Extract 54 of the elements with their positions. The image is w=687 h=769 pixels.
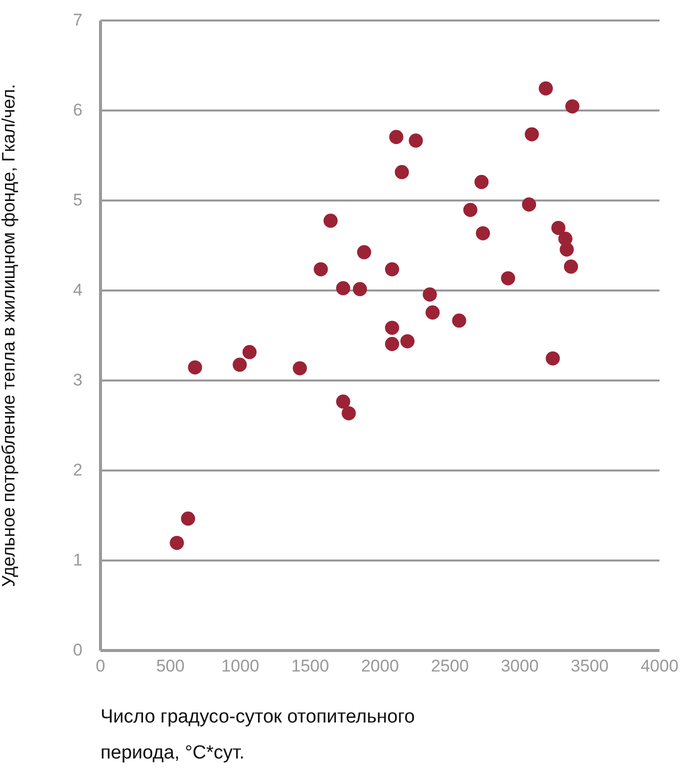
- point: [385, 262, 400, 276]
- point: [394, 165, 409, 180]
- x-tick-label: 4000: [640, 656, 678, 676]
- point: [336, 281, 350, 296]
- point: [180, 512, 196, 526]
- point: [564, 260, 578, 274]
- x-axis-title: Число градусо-суток отопительного периода, °C*сут.: [100, 706, 415, 764]
- point: [522, 197, 536, 212]
- point: [426, 305, 440, 320]
- point: [170, 536, 184, 550]
- y-tick-label: 7: [73, 10, 82, 30]
- x-tick-label: 0: [96, 656, 106, 676]
- point: [242, 345, 257, 360]
- point: [538, 81, 553, 96]
- point: [560, 242, 574, 257]
- y-tick-label: 4: [73, 280, 82, 300]
- point: [551, 220, 566, 235]
- point: [389, 130, 404, 144]
- y-tick-label: 6: [73, 100, 82, 120]
- x-tick-label: 2000: [361, 656, 399, 676]
- x-tick-label: 500: [156, 656, 185, 676]
- y-tick-label: 1: [73, 550, 82, 570]
- y-tick-label: 0: [73, 640, 82, 660]
- y-tick-label: 3: [73, 370, 82, 390]
- point: [452, 314, 466, 328]
- point: [524, 127, 539, 142]
- point: [292, 361, 307, 376]
- point: [352, 282, 368, 296]
- y-tick-label: 5: [73, 190, 82, 210]
- point: [565, 99, 580, 114]
- point: [400, 334, 415, 348]
- point: [357, 245, 372, 260]
- x-tick-label: 2500: [430, 656, 469, 676]
- y-axis-title: Удельное потребление тепла в жилищном фонде, Гкал/чел.: [0, 84, 18, 588]
- point: [408, 134, 423, 148]
- point: [342, 406, 356, 420]
- x-tick-label: 3000: [500, 656, 539, 676]
- point: [501, 271, 516, 286]
- y-tick-label: 2: [73, 460, 82, 480]
- x-tick-label: 3500: [570, 656, 609, 676]
- point: [314, 262, 328, 276]
- x-tick-label: 1500: [291, 656, 330, 676]
- point: [476, 226, 490, 240]
- point: [385, 336, 400, 352]
- point: [188, 360, 202, 374]
- point: [422, 287, 437, 302]
- point: [546, 351, 560, 366]
- point: [336, 394, 350, 409]
- x-tick-label: 1000: [221, 656, 260, 676]
- point: [324, 214, 338, 228]
- point: [385, 320, 400, 335]
- point: [232, 358, 247, 372]
- point: [474, 174, 489, 190]
- point: [463, 202, 478, 217]
